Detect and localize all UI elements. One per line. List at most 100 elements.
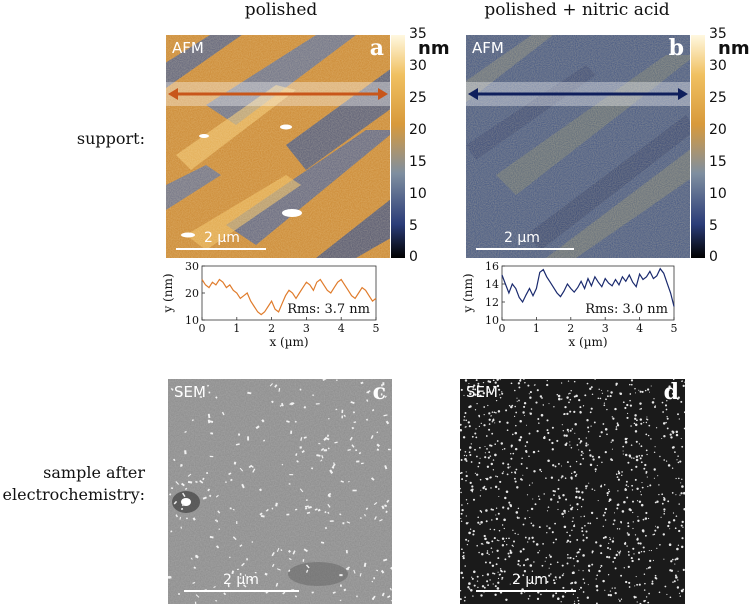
nanoparticle (565, 498, 568, 501)
nanoparticle (532, 524, 535, 527)
nanoparticle (486, 580, 489, 583)
nanoparticle (531, 482, 533, 484)
nanoparticle (296, 460, 299, 463)
nanoparticle (495, 563, 498, 566)
nanoparticle (527, 541, 529, 543)
nanoparticle (505, 490, 509, 494)
nanoparticle (304, 507, 308, 510)
nanoparticle (563, 509, 566, 513)
nanoparticle (522, 411, 525, 414)
nanoparticle (579, 442, 581, 444)
nanoparticle (501, 544, 505, 547)
nanoparticle (476, 575, 479, 578)
nanoparticle (512, 529, 514, 531)
nanoparticle (596, 464, 598, 467)
scale-bar-label-a: 2 µm (204, 230, 240, 246)
nanoparticle (630, 425, 632, 427)
nanoparticle (292, 550, 296, 555)
afm-image-b (466, 35, 690, 258)
nanoparticle (546, 525, 548, 527)
nanoparticle (576, 444, 579, 446)
nanoparticle (518, 399, 520, 402)
nanoparticle (282, 591, 286, 595)
nanoparticle (376, 448, 380, 451)
nanoparticle (541, 397, 543, 399)
nanoparticle (475, 428, 477, 430)
nanoparticle (280, 549, 283, 552)
nanoparticle (570, 446, 573, 449)
nanoparticle (671, 392, 675, 395)
nanoparticle (678, 477, 680, 480)
colorbar-tick-a: 20 (409, 122, 427, 138)
nanoparticle (628, 581, 631, 584)
nanoparticle (582, 534, 585, 536)
nanoparticle (669, 596, 672, 599)
nanoparticle (494, 453, 497, 457)
nanoparticle (645, 472, 647, 474)
nanoparticle (486, 448, 488, 450)
nanoparticle (199, 396, 203, 398)
nanoparticle (612, 561, 615, 563)
nanoparticle (471, 491, 473, 493)
nanoparticle (478, 551, 480, 554)
nanoparticle (230, 478, 233, 482)
nanoparticle (615, 428, 618, 431)
nanoparticle (513, 477, 516, 480)
nanoparticle (274, 384, 278, 388)
nanoparticle (365, 418, 369, 421)
nanoparticle (652, 559, 654, 562)
nanoparticle (666, 416, 668, 418)
nanoparticle (577, 599, 580, 602)
colorbar-tick-a: 25 (409, 90, 427, 106)
nanoparticle (627, 551, 630, 553)
nanoparticle (546, 419, 549, 422)
nanoparticle (605, 398, 607, 401)
nanoparticle (205, 472, 209, 475)
nanoparticle (239, 576, 242, 579)
nanoparticle (565, 434, 568, 437)
nanoparticle (374, 516, 377, 520)
nanoparticle (575, 555, 578, 558)
nanoparticle (305, 569, 309, 573)
nanoparticle (460, 520, 463, 522)
nanoparticle (493, 537, 496, 540)
nanoparticle (624, 440, 628, 444)
nanoparticle (353, 569, 356, 574)
nanoparticle (659, 455, 661, 458)
nanoparticle (591, 563, 594, 566)
nanoparticle (170, 387, 174, 391)
nanoparticle (643, 589, 646, 591)
nanoparticle (571, 506, 574, 509)
nanoparticle (510, 453, 512, 455)
nanoparticle (516, 486, 519, 489)
row-label-sample-line2: electrochemistry: (2, 485, 145, 504)
afm-panel-a: AFM a 2 µm (166, 35, 390, 258)
nanoparticle (667, 464, 671, 467)
nanoparticle (470, 461, 473, 463)
nanoparticle (558, 496, 561, 500)
nanoparticle (682, 384, 685, 388)
nanoparticle (674, 527, 677, 530)
nanoparticle (499, 573, 501, 576)
nanoparticle (663, 512, 666, 515)
nanoparticle (527, 598, 530, 600)
nanoparticle (494, 585, 497, 588)
nanoparticle (353, 421, 357, 424)
nanoparticle (485, 520, 488, 523)
nanoparticle (328, 492, 332, 496)
nanoparticle (467, 421, 470, 424)
nanoparticle (582, 539, 585, 542)
nanoparticle (501, 472, 504, 475)
nanoparticle (509, 466, 511, 468)
nanoparticle (578, 438, 580, 440)
nanoparticle (366, 390, 371, 394)
nanoparticle (645, 534, 647, 537)
nanoparticle (553, 582, 556, 585)
nanoparticle (493, 411, 496, 414)
nanoparticle (578, 449, 580, 451)
nanoparticle (672, 432, 674, 435)
nanoparticle (682, 568, 685, 571)
nanoparticle (579, 589, 580, 590)
nanoparticle (582, 452, 584, 454)
nanoparticle (573, 525, 576, 528)
